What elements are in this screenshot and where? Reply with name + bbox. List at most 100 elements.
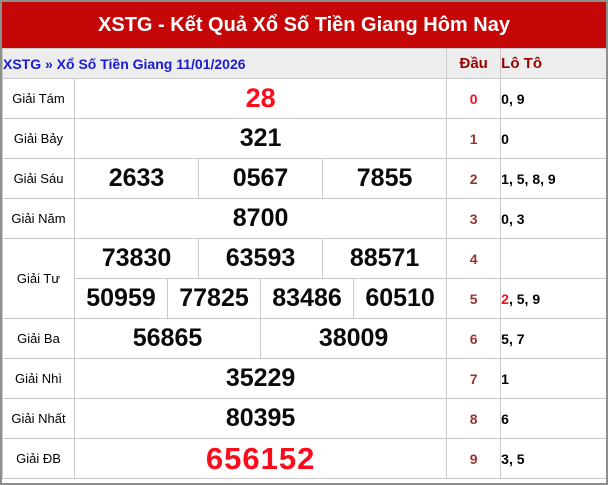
prize-number: 0567 [232,164,289,192]
loto-values: 1, 5, 8, 9 [500,158,606,199]
column-header-dau: Đầu [446,48,502,79]
dau-digit: 4 [446,238,502,279]
table-row: Giải Nhất 80395 8 6 [2,398,606,439]
prize-number: 77825 [179,284,249,312]
loto-number: 5 [516,170,525,187]
prize-number: 80395 [225,404,296,432]
loto-number: 9 [532,290,541,307]
table-row: Giải Năm 8700 3 0, 3 [2,198,606,239]
prize-number: 83486 [272,284,342,312]
loto-values: 5, 7 [500,318,606,359]
loto-values: 0 [500,118,606,159]
prize-label: Giải Sáu [2,158,75,199]
dau-digit: 7 [446,358,502,399]
number-cell: 35229 [73,358,448,399]
prize-label: Giải Nhì [2,358,75,399]
number-cell: 8700 [73,198,448,239]
loto-number: 5 [501,330,509,347]
dau-digit: 9 [446,438,502,479]
prize-number: 60510 [365,284,435,312]
loto-number: 9 [516,90,525,107]
number-cell: 60510 [352,278,448,319]
number-cell: 321 [73,118,448,159]
prize-number: 321 [239,124,282,152]
dau-digit: 1 [446,118,502,159]
table-row: Giải Tám 28 0 0, 9 [2,78,606,119]
results-table: XSTG » Xổ Số Tiền Giang 11/01/2026 Đầu L… [2,48,606,479]
prize-number: 2633 [108,164,165,192]
loto-values: 1 [500,358,606,399]
loto-values: 2, 5, 9 [500,278,606,319]
prize-number: 7855 [356,164,413,192]
number-cell: 656152 [73,438,448,479]
dau-digit: 3 [446,198,502,239]
dau-digit: 8 [446,398,502,439]
prize-number: 8700 [232,204,289,232]
dau-digit: 6 [446,318,502,359]
number-cell: 50959 [74,278,168,319]
loto-values: 3, 5 [500,438,606,479]
prize-label: Giải ĐB [2,438,75,479]
prize-label: Giải Tám [2,78,75,119]
prize-number: 656152 [205,440,316,476]
prize-label: Giải Tư [2,238,75,319]
table-header-row: XSTG » Xổ Số Tiền Giang 11/01/2026 Đầu L… [2,48,606,79]
prize-number: 50959 [86,284,156,312]
dau-digit: 2 [446,158,502,199]
number-cell: 77825 [167,278,261,319]
prize-number: 28 [245,83,276,113]
prize-number: 35229 [225,364,296,392]
number-cell: 7855 [321,158,448,199]
loto-number: 2 [501,290,509,307]
table-row: Giải Ba 56865 38009 6 5, 7 [2,318,606,359]
number-cell: 38009 [259,318,448,359]
loto-values: 6 [500,398,606,439]
prize-label: Giải Nhất [2,398,75,439]
loto-values [500,238,606,279]
table-row: 50959 77825 83486 60510 5 2, 5, 9 [3,278,606,319]
loto-number: 5 [516,450,525,467]
number-cell: 2633 [74,158,199,199]
loto-number: 5 [516,290,525,307]
number-cell: 73830 [74,238,199,279]
loto-number: 3 [501,450,509,467]
loto-number: 1 [501,170,509,187]
number-cell: 0567 [198,158,323,199]
loto-number: 3 [516,210,525,227]
loto-values: 0, 3 [500,198,606,239]
table-row: Giải ĐB 656152 9 3, 5 [2,438,606,479]
prize-label: Giải Bảy [2,118,75,159]
loto-number: 0 [501,130,509,147]
column-header-loto: Lô Tô [500,48,606,79]
table-row: Giải Sáu 2633 0567 7855 2 1, 5, 8, 9 [2,158,606,199]
loto-number: 9 [547,170,556,187]
dau-digit: 5 [446,278,502,319]
number-cell: 83486 [260,278,354,319]
number-cell: 63593 [198,238,323,279]
prize-number: 63593 [225,244,296,272]
prize-label: Giải Ba [2,318,75,359]
dau-digit: 0 [446,78,502,119]
loto-number: 7 [516,330,525,347]
table-row: Giải Tư 73830 63593 88571 4 [2,238,606,319]
loto-number: 0 [501,210,509,227]
loto-values: 0, 9 [500,78,606,119]
number-cell: 88571 [321,238,448,279]
loto-number: 0 [501,90,509,107]
table-row: Giải Bảy 321 1 0 [2,118,606,159]
number-cell: 80395 [73,398,448,439]
loto-number: 6 [501,410,509,427]
prize-number: 88571 [349,244,420,272]
page-title: XSTG - Kết Quả Xổ Số Tiền Giang Hôm Nay [2,2,606,48]
prize-label: Giải Năm [2,198,75,239]
loto-number: 1 [501,370,509,387]
table-row: Giải Nhì 35229 7 1 [2,358,606,399]
prize-number: 38009 [318,324,389,352]
prize-number: 56865 [132,324,203,352]
loto-number: 8 [532,170,541,187]
prize-number: 73830 [101,244,172,272]
breadcrumb[interactable]: XSTG » Xổ Số Tiền Giang 11/01/2026 [2,48,448,79]
number-cell: 56865 [74,318,261,359]
number-cell: 28 [73,78,448,119]
